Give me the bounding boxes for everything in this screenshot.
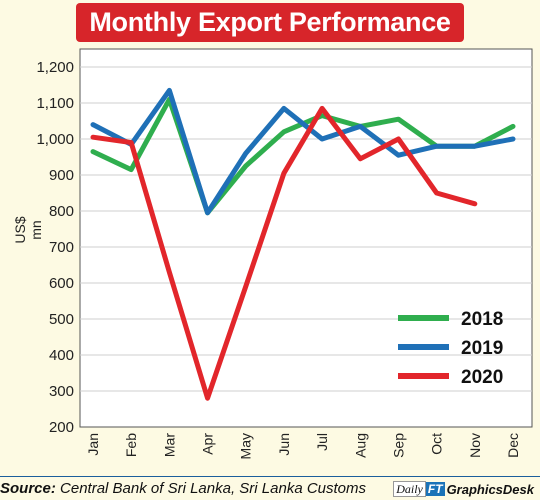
x-tick-labels: Jan Feb Mar Apr May Jun Jul Aug Sep Oct Nov Dec <box>85 433 521 460</box>
y-tick-label: 500 <box>49 311 74 328</box>
y-tick-label: 600 <box>49 275 74 292</box>
legend: 2018 2019 2020 <box>398 309 503 388</box>
x-tick-label: Mar <box>161 433 177 457</box>
source-credit: Source: Central Bank of Sri Lanka, Sri L… <box>0 480 366 497</box>
y-tick-label: 700 <box>49 239 74 256</box>
series-lines <box>90 87 516 401</box>
chart-title: Monthly Export Performance <box>76 3 464 42</box>
y-tick-label: 800 <box>49 203 74 220</box>
brand-logo: Daily FT GraphicsDesk <box>393 480 534 498</box>
x-tick-label: Aug <box>352 433 368 458</box>
x-tick-label: Oct <box>429 433 445 455</box>
brand-ft: FT <box>425 482 445 496</box>
y-tick-label: 300 <box>49 383 74 400</box>
y-tick-label: 1,100 <box>36 95 74 112</box>
x-tick-label: Sep <box>390 433 406 458</box>
source-text: Central Bank of Sri Lanka, Sri Lanka Cus… <box>55 480 367 497</box>
y-axis-label: US$ mn <box>12 216 44 244</box>
y-tick-label: 1,200 <box>36 59 74 76</box>
x-tick-label: Jan <box>85 433 101 456</box>
y-tick-label: 1,000 <box>36 131 74 148</box>
legend-label-2019: 2019 <box>461 338 503 359</box>
series-line-2019 <box>90 87 516 216</box>
x-tick-label: Apr <box>200 433 216 455</box>
gridlines <box>80 66 532 392</box>
brand-daily: Daily <box>393 481 426 497</box>
brand-name: GraphicsDesk <box>446 481 534 497</box>
footer-divider <box>0 476 540 477</box>
x-tick-label: May <box>238 433 254 459</box>
x-tick-label: Jul <box>314 433 330 451</box>
x-tick-label: Nov <box>467 433 483 458</box>
y-tick-labels: 200 300 400 500 600 700 800 900 1,000 1,100 1,200 <box>36 59 74 436</box>
legend-label-2020: 2020 <box>461 367 503 388</box>
y-tick-label: 400 <box>49 347 74 364</box>
y-tick-label: 200 <box>49 419 74 436</box>
y-tick-label: 900 <box>49 167 74 184</box>
x-tick-label: Feb <box>123 433 139 457</box>
legend-label-2018: 2018 <box>461 309 503 330</box>
x-tick-label: Jun <box>276 433 292 456</box>
series-line-2020 <box>90 105 478 401</box>
source-label: Source: <box>0 480 56 497</box>
x-tick-label: Dec <box>505 433 521 458</box>
